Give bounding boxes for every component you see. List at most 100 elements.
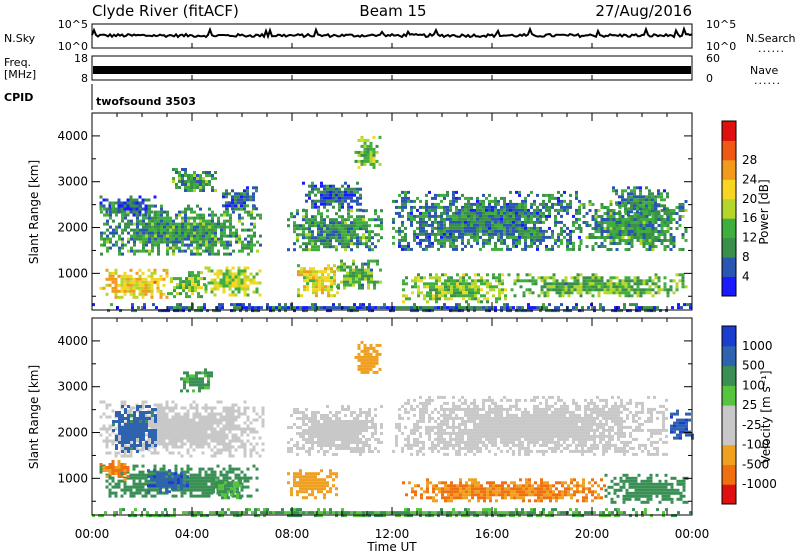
data-cell	[612, 239, 616, 242]
data-cell	[102, 439, 106, 443]
data-cell	[639, 221, 643, 224]
data-cell	[624, 276, 628, 280]
data-cell	[188, 289, 191, 293]
data-cell	[241, 222, 244, 226]
data-cell	[606, 279, 610, 283]
data-cell	[669, 236, 673, 239]
data-cell	[343, 274, 346, 278]
data-cell	[515, 229, 518, 233]
data-cell	[135, 482, 139, 486]
data-cell	[615, 203, 619, 206]
data-cell	[485, 214, 488, 218]
data-cell	[130, 246, 133, 250]
data-cell	[429, 297, 432, 301]
data-cell	[177, 488, 181, 492]
data-cell	[446, 211, 449, 215]
data-cell	[473, 223, 476, 227]
data-cell	[444, 297, 447, 301]
data-cell	[485, 220, 488, 224]
data-cell	[162, 436, 166, 440]
data-cell	[630, 236, 634, 239]
data-cell	[621, 189, 624, 193]
data-cell	[123, 201, 127, 205]
data-cell	[129, 494, 133, 498]
data-cell	[234, 198, 237, 202]
data-cell	[213, 445, 217, 449]
data-cell	[157, 237, 160, 241]
data-cell	[635, 309, 638, 313]
data-cell	[341, 245, 344, 249]
data-cell	[347, 233, 350, 237]
data-cell	[144, 494, 148, 498]
data-cell	[425, 247, 428, 251]
data-cell	[479, 199, 482, 203]
data-cell	[305, 233, 308, 237]
data-cell	[309, 276, 312, 280]
data-cell	[446, 214, 449, 218]
data-cell	[407, 217, 410, 221]
data-cell	[225, 473, 229, 477]
data-cell	[253, 222, 256, 226]
colorbar-segment	[722, 237, 736, 258]
data-cell	[539, 208, 542, 212]
data-cell	[106, 240, 109, 244]
data-cell	[244, 246, 247, 250]
data-cell	[183, 406, 187, 410]
data-cell	[272, 306, 275, 310]
data-cell	[157, 210, 160, 214]
data-cell	[121, 429, 124, 432]
data-cell	[627, 236, 631, 239]
data-cell	[162, 467, 166, 471]
data-cell	[361, 286, 364, 290]
data-cell	[482, 232, 485, 236]
data-cell	[527, 244, 530, 248]
data-cell	[306, 285, 309, 289]
data-cell	[129, 207, 133, 211]
data-cell	[205, 240, 208, 244]
data-cell	[142, 219, 145, 223]
data-cell	[175, 240, 178, 244]
data-cell	[150, 280, 154, 284]
data-cell	[377, 233, 380, 237]
data-cell	[259, 213, 262, 217]
data-cell	[151, 231, 154, 235]
data-cell	[320, 218, 323, 222]
data-cell	[491, 199, 494, 203]
data-cell	[374, 306, 377, 310]
data-cell	[117, 451, 121, 455]
data-cell	[411, 291, 414, 295]
data-cell	[120, 454, 124, 458]
data-cell	[521, 223, 524, 227]
data-cell	[615, 233, 619, 236]
data-cell	[115, 447, 118, 450]
data-cell	[136, 444, 139, 447]
data-cell	[200, 295, 203, 299]
data-cell	[518, 193, 521, 197]
data-cell	[302, 230, 305, 234]
data-cell	[124, 429, 127, 432]
data-cell	[497, 247, 500, 251]
data-cell	[435, 294, 438, 298]
data-cell	[572, 214, 575, 218]
data-cell	[250, 216, 253, 220]
data-cell	[408, 297, 411, 301]
data-cell	[139, 405, 142, 408]
data-cell	[150, 286, 154, 290]
data-cell	[603, 230, 607, 233]
data-cell	[317, 187, 320, 191]
data-cell	[530, 232, 533, 236]
data-cell	[369, 162, 373, 166]
data-cell	[180, 494, 184, 498]
data-cell	[636, 285, 640, 289]
data-cell	[108, 476, 112, 480]
data-cell	[363, 141, 367, 145]
data-cell	[222, 467, 226, 471]
data-cell	[160, 207, 163, 211]
data-cell	[126, 204, 130, 208]
data-cell	[126, 283, 130, 287]
data-cell	[666, 218, 670, 221]
data-cell	[645, 201, 648, 205]
data-cell	[618, 215, 622, 218]
data-cell	[167, 309, 170, 313]
data-cell	[243, 406, 247, 410]
